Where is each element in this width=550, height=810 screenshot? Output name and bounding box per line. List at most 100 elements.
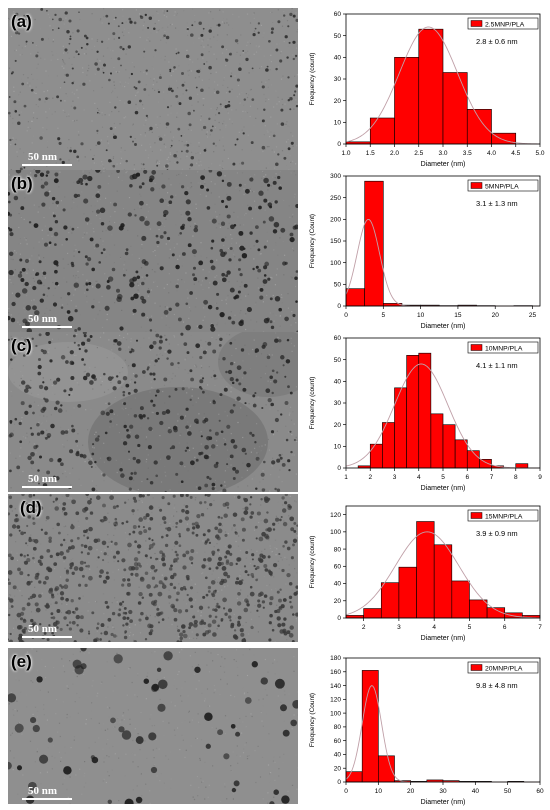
- tem-nanoparticle: [9, 632, 12, 636]
- tem-grain: [59, 171, 61, 173]
- tem-grain: [192, 235, 194, 237]
- tem-grain: [45, 677, 47, 679]
- x-tick-label: 8: [514, 474, 518, 481]
- tem-nanoparticle: [106, 284, 111, 290]
- x-tick-label: 3: [397, 624, 401, 631]
- histogram-bar: [442, 424, 456, 469]
- tem-nanoparticle: [14, 110, 18, 113]
- histogram-bar: [380, 582, 400, 619]
- tem-grain: [36, 67, 38, 69]
- tem-grain: [230, 387, 232, 389]
- tem-grain: [141, 168, 143, 170]
- tem-grain: [175, 194, 177, 196]
- tem-grain: [14, 490, 16, 492]
- tem-grain: [158, 188, 160, 190]
- tem-nanoparticle: [75, 614, 81, 620]
- tem-grain: [181, 140, 183, 143]
- tem-grain: [153, 80, 155, 82]
- tem-nanoparticle: [228, 100, 231, 103]
- tem-grain: [100, 473, 103, 475]
- tem-grain: [114, 221, 116, 224]
- tem-nanoparticle: [59, 551, 64, 556]
- tem-nanoparticle: [24, 388, 29, 393]
- tem-nanoparticle: [259, 553, 264, 558]
- tem-nanoparticle: [129, 184, 133, 188]
- tem-grain: [89, 367, 91, 369]
- tem-grain: [198, 430, 200, 432]
- tem-grain: [233, 211, 235, 213]
- tem-grain: [79, 85, 81, 87]
- tem-grain: [247, 549, 249, 551]
- tem-nanoparticle: [163, 34, 166, 38]
- tem-nanoparticle: [145, 513, 150, 518]
- tem-grain: [268, 59, 271, 61]
- tem-grain: [121, 301, 123, 303]
- tem-grain: [212, 570, 214, 572]
- tem-grain: [219, 164, 221, 166]
- tem-grain: [64, 359, 66, 361]
- tem-grain: [66, 115, 68, 118]
- tem-nanoparticle: [184, 449, 188, 452]
- tem-nanoparticle: [236, 365, 242, 371]
- tem-grain: [109, 254, 111, 256]
- tem-grain: [188, 306, 191, 308]
- tem-grain: [180, 433, 182, 435]
- tem-grain: [118, 110, 120, 113]
- tem-grain: [189, 164, 191, 166]
- tem-grain: [184, 81, 186, 83]
- tem-grain: [164, 306, 166, 308]
- tem-grain: [12, 283, 14, 285]
- tem-grain: [193, 717, 195, 719]
- tem-nanoparticle: [218, 419, 221, 422]
- tem-nanoparticle: [132, 496, 137, 501]
- tem-nanoparticle: [49, 457, 54, 463]
- tem-grain: [239, 163, 241, 165]
- scale-bar-line-b: [22, 326, 72, 328]
- tem-grain: [295, 618, 297, 620]
- tem-grain: [231, 617, 233, 619]
- tem-nanoparticle: [278, 186, 282, 190]
- tem-grain: [123, 169, 125, 170]
- tem-grain: [79, 255, 81, 257]
- tem-grain: [145, 216, 147, 218]
- tem-grain: [119, 83, 121, 85]
- tem-nanoparticle: [289, 108, 292, 111]
- tem-grain: [24, 197, 26, 199]
- tem-grain: [262, 519, 264, 521]
- tem-grain: [152, 749, 154, 751]
- tem-nanoparticle: [255, 537, 258, 540]
- tem-grain: [233, 496, 236, 498]
- tem-grain: [266, 585, 268, 587]
- tem-nanoparticle: [116, 341, 122, 346]
- tem-grain: [140, 150, 142, 152]
- tem-nanoparticle: [175, 52, 178, 55]
- tem-grain: [16, 588, 18, 590]
- tem-grain: [269, 547, 272, 549]
- tem-grain: [272, 485, 274, 487]
- tem-grain: [63, 515, 65, 517]
- tem-grain: [31, 299, 33, 302]
- tem-grain: [121, 294, 123, 296]
- tem-grain: [9, 593, 11, 596]
- tem-grain: [168, 374, 170, 376]
- tem-grain: [143, 168, 145, 170]
- tem-nanoparticle: [206, 475, 210, 479]
- tem-grain: [274, 673, 276, 675]
- tem-grain: [262, 36, 264, 38]
- tem-nanoparticle: [202, 390, 205, 394]
- tem-nanoparticle: [137, 601, 142, 605]
- legend-label: 15MNP/PLA: [485, 513, 523, 520]
- tem-nanoparticle: [211, 487, 215, 491]
- tem-grain: [270, 116, 272, 118]
- histogram-d: 2 3 4 5 6 7 0 20 40 60 80 100 120 Diameter (nm) Freque…: [300, 500, 550, 644]
- tem-grain: [100, 600, 102, 603]
- tem-grain: [253, 12, 255, 14]
- tem-grain: [84, 772, 86, 774]
- tem-nanoparticle: [142, 413, 146, 418]
- tem-nanoparticle: [194, 418, 199, 424]
- tem-nanoparticle: [271, 391, 274, 395]
- tem-grain: [255, 51, 258, 53]
- tem-grain: [189, 225, 192, 227]
- tem-nanoparticle: [179, 636, 184, 641]
- tem-grain: [186, 348, 189, 350]
